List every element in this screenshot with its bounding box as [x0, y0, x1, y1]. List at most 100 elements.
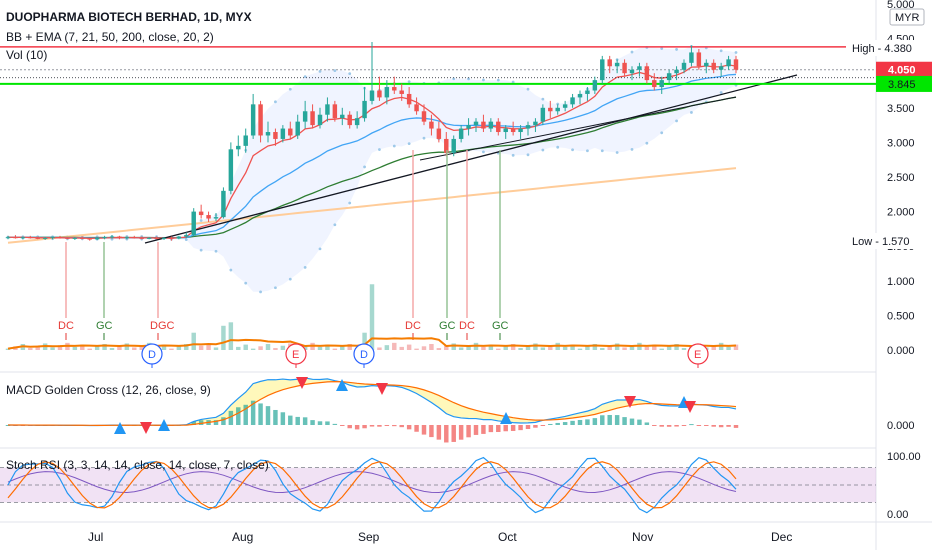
- macd-histogram-bar: [548, 423, 553, 425]
- time-axis-label: Oct: [498, 530, 517, 544]
- macd-histogram-bar: [510, 425, 516, 431]
- macd-legend[interactable]: MACD Golden Cross (12, 26, close, 9): [6, 383, 211, 397]
- currency-box: [889, 8, 925, 26]
- candle-body: [718, 66, 724, 70]
- macd-histogram-bar: [243, 404, 248, 425]
- price-tick-label: 5.000: [887, 0, 915, 11]
- support-price-label: 3.845: [888, 79, 916, 91]
- macd-histogram-bar: [258, 403, 263, 425]
- volume-bar: [184, 344, 189, 350]
- macd-histogram-bar: [577, 419, 583, 425]
- candle-body: [518, 128, 523, 133]
- macd-histogram-bar: [406, 425, 412, 430]
- macd-histogram-bar: [696, 425, 702, 426]
- candle-body: [161, 237, 167, 239]
- volume-bar: [548, 345, 553, 350]
- volume-bar: [444, 345, 449, 350]
- volume-bar: [57, 345, 63, 350]
- macd-histogram-bar: [689, 424, 694, 426]
- candle-body: [637, 66, 642, 70]
- volume-bar: [488, 344, 494, 350]
- macd-histogram-bar: [384, 425, 390, 426]
- volume-legend[interactable]: Vol (10): [6, 48, 48, 62]
- macd-histogram-bar: [221, 417, 226, 425]
- candle-body: [176, 236, 182, 239]
- volume-bar: [436, 348, 442, 350]
- bb-lower-dot: [348, 201, 352, 205]
- macd-histogram-bar: [681, 425, 687, 426]
- volume-bar: [243, 344, 248, 350]
- volume-bar: [510, 344, 516, 350]
- candle-body: [399, 90, 404, 94]
- volume-bar: [228, 322, 234, 350]
- candle-body: [548, 107, 553, 112]
- bb-ema-legend[interactable]: BB + EMA (7, 21, 50, 200, close, 20, 2): [6, 30, 214, 44]
- event-marker-text: E: [292, 349, 299, 361]
- bb-lower-dot: [511, 153, 515, 157]
- candle-body: [585, 90, 590, 94]
- price-tick-label: 0.500: [887, 310, 915, 322]
- macd-histogram-bar: [533, 425, 538, 428]
- macd-histogram-bar: [704, 425, 709, 426]
- volume-bar: [414, 348, 419, 350]
- bb-lower-dot: [378, 148, 381, 151]
- volume-bar: [622, 347, 627, 350]
- candle-body: [466, 125, 471, 129]
- candle-body: [451, 138, 456, 153]
- time-axis-label: Dec: [771, 530, 792, 544]
- volume-bar: [399, 346, 404, 350]
- bb-lower-dot: [630, 147, 634, 151]
- volume-bar: [592, 344, 598, 350]
- macd-histogram-bar: [570, 420, 575, 425]
- macd-histogram-bar: [466, 425, 471, 438]
- bb-lower-dot: [244, 281, 248, 285]
- high-label: High - 4.380: [852, 43, 912, 55]
- candle-body: [496, 121, 501, 133]
- candle-body: [191, 211, 196, 236]
- macd-histogram-bar: [637, 419, 642, 425]
- volume-bar: [518, 348, 523, 350]
- bb-lower-dot: [229, 268, 233, 272]
- bb-upper-dot: [496, 78, 500, 82]
- candle-body: [696, 52, 702, 67]
- macd-histogram-bar: [718, 425, 724, 428]
- volume-bar: [384, 345, 390, 350]
- macd-histogram-bar: [726, 425, 731, 427]
- current-price-tag: [876, 61, 932, 78]
- macd-histogram-bar: [592, 418, 598, 425]
- bb-upper-dot: [511, 80, 515, 84]
- stoch-rsi-legend[interactable]: Stoch RSI (3, 3, 14, 14, close, 14, clos…: [6, 458, 269, 472]
- candle-body: [347, 114, 352, 126]
- bb-lower-dot: [333, 223, 337, 227]
- macd-histogram-bar: [473, 425, 479, 435]
- bb-upper-dot: [556, 102, 560, 106]
- macd-histogram-bar: [310, 420, 315, 425]
- volume-bar: [570, 344, 575, 350]
- candle-body: [510, 128, 516, 133]
- candle-body: [258, 104, 263, 136]
- candle-body: [689, 52, 694, 63]
- volume-bar: [87, 348, 92, 350]
- macd-histogram-bar: [488, 425, 494, 433]
- volume-bar: [392, 342, 397, 350]
- volume-bar: [540, 347, 546, 350]
- candle-body: [525, 125, 531, 129]
- volume-bar: [5, 348, 11, 350]
- macd-histogram-bar: [629, 418, 635, 425]
- volume-bar: [206, 343, 211, 350]
- candle-body: [607, 59, 612, 67]
- macd-histogram-bar: [496, 425, 501, 433]
- bb-lower-dot: [615, 151, 619, 154]
- volume-ma-line: [7, 337, 737, 350]
- candle-body: [280, 128, 286, 139]
- bb-lower-dot: [274, 286, 277, 290]
- volume-bar: [600, 348, 605, 350]
- stoch-100-label: 100.00: [887, 451, 921, 463]
- candle-body: [481, 121, 486, 129]
- volume-bar: [726, 346, 731, 350]
- event-marker-text: E: [694, 349, 701, 361]
- candle-body: [614, 62, 620, 67]
- bb-lower-dot: [214, 249, 218, 253]
- time-axis-label: Sep: [358, 530, 380, 544]
